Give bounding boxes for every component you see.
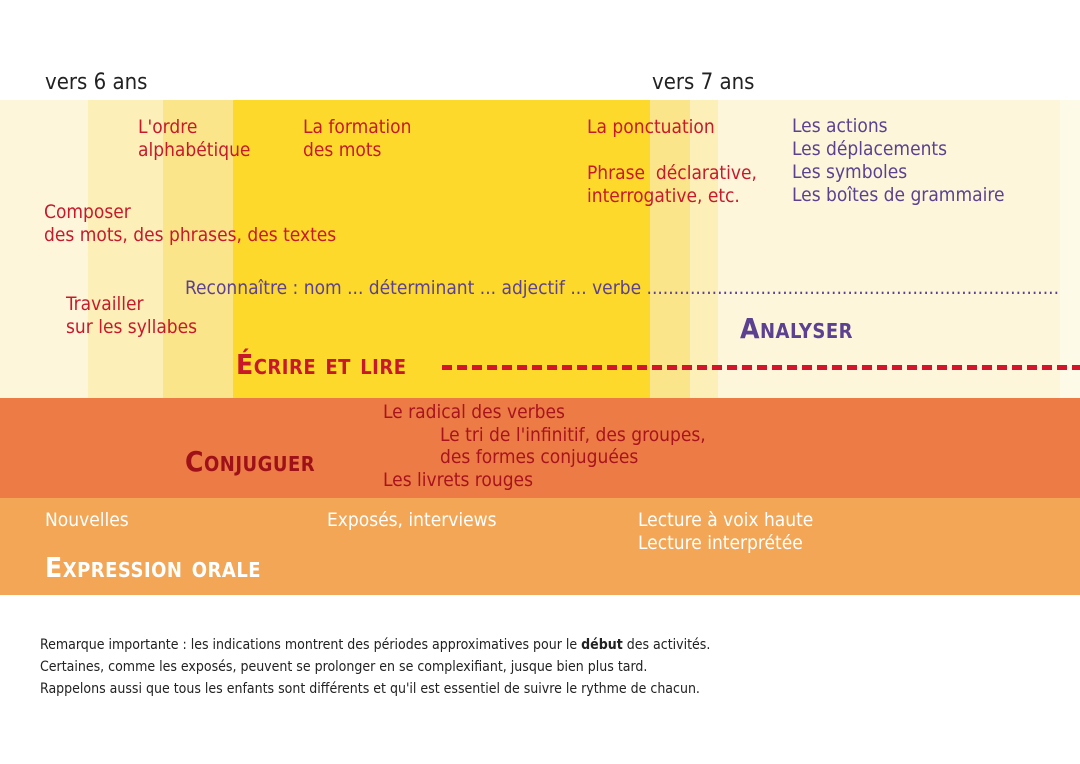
note-line-3: Rappelons aussi que tous les enfants son… [40, 681, 700, 697]
conjuguer-band [0, 398, 1080, 498]
analyser-title: Analyser [740, 312, 853, 345]
conjuguer-line-4: Les livrets rouges [383, 469, 533, 491]
ordre-text: L'ordre alphabétique [138, 116, 251, 161]
conjuguer-line-1: Le radical des verbes [383, 401, 565, 423]
formation-text: La formation des mots [303, 116, 412, 161]
age-label-7: vers 7 ans [652, 70, 755, 95]
oral-band [0, 498, 1080, 595]
oral-title: Expression orale [45, 551, 262, 584]
conjuguer-title: Conjuguer [185, 445, 316, 478]
age-label-6: vers 6 ans [45, 70, 148, 95]
ponctuation-text: La ponctuation [587, 116, 715, 138]
conjuguer-line-3: des formes conjuguées [440, 446, 639, 468]
lecture-text: Lecture à voix haute Lecture interprétée [638, 509, 814, 554]
conjuguer-line-2: Le tri de l'infinitif, des groupes, [440, 424, 706, 446]
composer-text: Composer des mots, des phrases, des texte… [44, 201, 337, 246]
reconnaitre-text: Reconnaître : nom ... déterminant ... ad… [185, 277, 1059, 299]
phrase-text: Phrase déclarative, interrogative, etc. [587, 162, 757, 207]
nouvelles-text: Nouvelles [45, 509, 129, 531]
syllabes-text: Travailler sur les syllabes [66, 293, 198, 338]
note-line-1: Remarque importante : les indications mo… [40, 637, 711, 653]
ecrire-title: Écrire et lire [236, 348, 407, 381]
exposes-text: Exposés, interviews [327, 509, 497, 531]
analyser-items: Les actions Les déplacements Les symboles L… [792, 115, 1005, 206]
ecrire-dashed-line [442, 365, 1080, 370]
note-line-2: Certaines, comme les exposés, peuvent se… [40, 659, 648, 675]
